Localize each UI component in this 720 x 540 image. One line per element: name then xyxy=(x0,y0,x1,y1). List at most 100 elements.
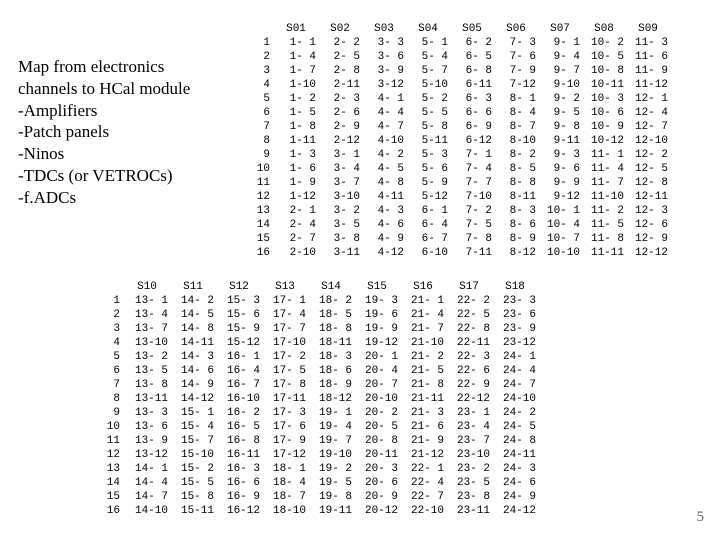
cell: 1- 6 xyxy=(274,162,318,176)
cell: 6- 2 xyxy=(450,36,494,50)
cell: 10- 2 xyxy=(582,36,626,50)
cell: 11-10 xyxy=(582,190,626,204)
cell: 22- 5 xyxy=(446,308,492,322)
row-header: 9 xyxy=(250,148,274,162)
cell: 22- 6 xyxy=(446,364,492,378)
cell: 19- 7 xyxy=(308,434,354,448)
cell: 9- 4 xyxy=(538,50,582,64)
cell: 7- 4 xyxy=(450,162,494,176)
cell: 2-12 xyxy=(318,134,362,148)
cell: 16-10 xyxy=(216,392,262,406)
cell: 24- 2 xyxy=(492,406,538,420)
cell: 14-12 xyxy=(170,392,216,406)
cell: 1- 9 xyxy=(274,176,318,190)
cell: 19- 8 xyxy=(308,490,354,504)
col-header: S05 xyxy=(450,22,494,36)
bottom-grid: S10S11S12S13S14S15S16S17S18113- 114- 215… xyxy=(100,280,538,518)
cell: 4- 4 xyxy=(362,106,406,120)
cell: 8- 2 xyxy=(494,148,538,162)
cell: 2- 9 xyxy=(318,120,362,134)
cell: 22-11 xyxy=(446,336,492,350)
row-header: 8 xyxy=(250,134,274,148)
cell: 10- 8 xyxy=(582,64,626,78)
cell: 17-11 xyxy=(262,392,308,406)
cell: 16- 1 xyxy=(216,350,262,364)
cell: 1- 7 xyxy=(274,64,318,78)
top-table-region: S01S02S03S04S05S06S07S08S0911- 12- 23- 3… xyxy=(250,22,670,260)
cell: 16- 7 xyxy=(216,378,262,392)
caption-item: -Patch panels xyxy=(18,121,228,143)
cell: 5-12 xyxy=(406,190,450,204)
slide: Map from electronics channels to HCal mo… xyxy=(0,0,720,540)
cell: 7- 8 xyxy=(450,232,494,246)
col-header: S10 xyxy=(124,280,170,294)
cell: 15-12 xyxy=(216,336,262,350)
cell: 9-12 xyxy=(538,190,582,204)
cell: 15- 9 xyxy=(216,322,262,336)
cell: 2-10 xyxy=(274,246,318,260)
table-row: 813-1114-1216-1017-1118-1220-1021-1122-1… xyxy=(100,392,538,406)
cell: 23- 3 xyxy=(492,294,538,308)
cell: 19- 6 xyxy=(354,308,400,322)
cell: 23- 2 xyxy=(446,462,492,476)
cell: 18- 4 xyxy=(262,476,308,490)
cell: 7- 2 xyxy=(450,204,494,218)
table-row: 1013- 615- 416- 517- 619- 420- 521- 623-… xyxy=(100,420,538,434)
cell: 8- 9 xyxy=(494,232,538,246)
cell: 12- 8 xyxy=(626,176,670,190)
cell: 24-11 xyxy=(492,448,538,462)
col-header: S16 xyxy=(400,280,446,294)
table-row: 162-103-114-126-107-118-1210-1011-1112-1… xyxy=(250,246,670,260)
cell: 21- 3 xyxy=(400,406,446,420)
cell: 11- 1 xyxy=(582,148,626,162)
cell: 10-12 xyxy=(582,134,626,148)
caption-item: -Ninos xyxy=(18,143,228,165)
cell: 23-12 xyxy=(492,336,538,350)
col-header: S17 xyxy=(446,280,492,294)
cell: 19- 4 xyxy=(308,420,354,434)
cell: 8-10 xyxy=(494,134,538,148)
cell: 18- 2 xyxy=(308,294,354,308)
cell: 10- 1 xyxy=(538,204,582,218)
top-grid: S01S02S03S04S05S06S07S08S0911- 12- 23- 3… xyxy=(250,22,670,260)
cell: 22- 1 xyxy=(400,462,446,476)
col-header: S11 xyxy=(170,280,216,294)
cell: 7- 3 xyxy=(494,36,538,50)
cell: 21- 4 xyxy=(400,308,446,322)
cell: 18-12 xyxy=(308,392,354,406)
cell: 8- 4 xyxy=(494,106,538,120)
cell: 14- 9 xyxy=(170,378,216,392)
table-row: 11- 12- 23- 35- 16- 27- 39- 110- 211- 3 xyxy=(250,36,670,50)
cell: 6- 5 xyxy=(450,50,494,64)
cell: 11- 4 xyxy=(582,162,626,176)
cell: 24- 5 xyxy=(492,420,538,434)
bottom-table-region: S10S11S12S13S14S15S16S17S18113- 114- 215… xyxy=(100,280,538,518)
cell: 5-10 xyxy=(406,78,450,92)
cell: 16-11 xyxy=(216,448,262,462)
cell: 20- 4 xyxy=(354,364,400,378)
cell: 6- 8 xyxy=(450,64,494,78)
row-header: 1 xyxy=(250,36,274,50)
cell: 15- 5 xyxy=(170,476,216,490)
cell: 3- 9 xyxy=(362,64,406,78)
cell: 20- 9 xyxy=(354,490,400,504)
cell: 18- 3 xyxy=(308,350,354,364)
cell: 12-11 xyxy=(626,190,670,204)
cell: 10- 4 xyxy=(538,218,582,232)
cell: 18- 6 xyxy=(308,364,354,378)
table-row: 81-112-124-105-116-128-109-1110-1212-10 xyxy=(250,134,670,148)
row-header: 2 xyxy=(100,308,124,322)
cell: 11- 7 xyxy=(582,176,626,190)
cell: 20- 2 xyxy=(354,406,400,420)
cell: 13- 5 xyxy=(124,364,170,378)
cell: 2- 7 xyxy=(274,232,318,246)
cell: 9- 9 xyxy=(538,176,582,190)
cell: 16- 8 xyxy=(216,434,262,448)
table-row: 513- 214- 316- 117- 218- 320- 121- 222- … xyxy=(100,350,538,364)
cell: 19- 2 xyxy=(308,462,354,476)
table-row: 1314- 115- 216- 318- 119- 220- 322- 123-… xyxy=(100,462,538,476)
table-row: 121-123-104-115-127-108-119-1211-1012-11 xyxy=(250,190,670,204)
row-header: 15 xyxy=(100,490,124,504)
table-row: 41-102-113-125-106-117-129-1010-1111-12 xyxy=(250,78,670,92)
cell: 16- 4 xyxy=(216,364,262,378)
